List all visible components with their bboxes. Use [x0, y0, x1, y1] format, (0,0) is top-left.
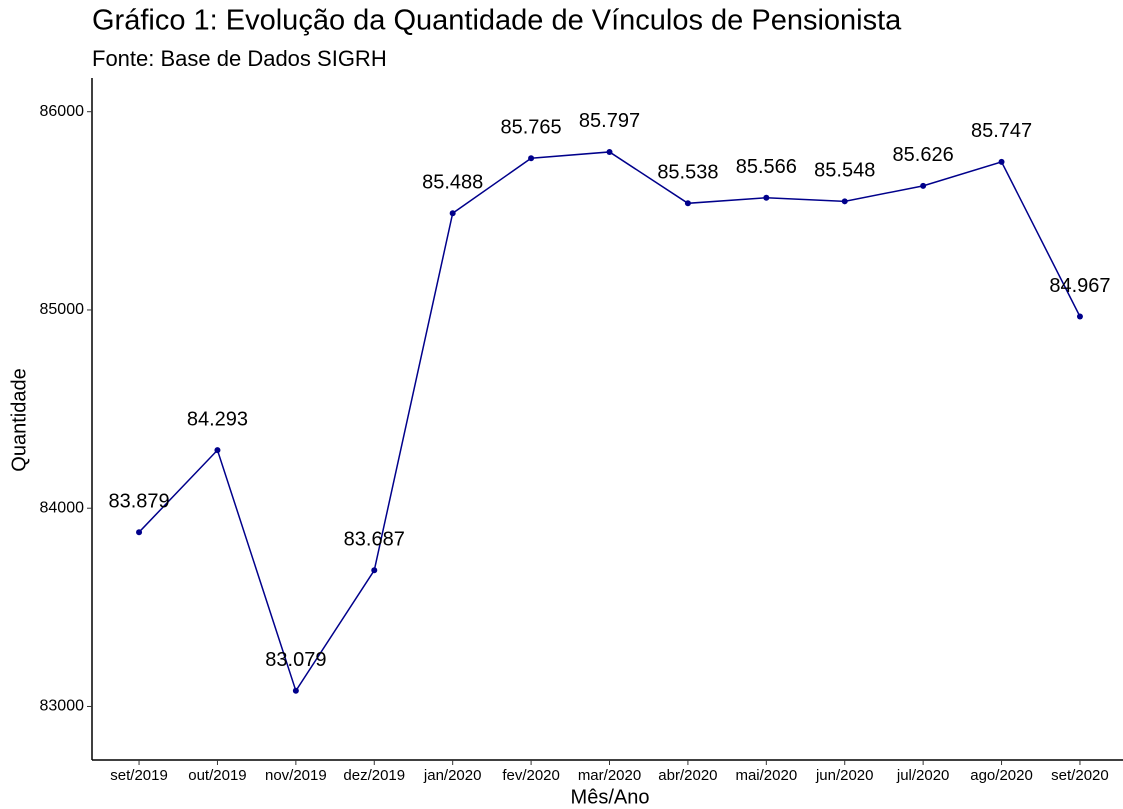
chart-subtitle: Fonte: Base de Dados SIGRH [92, 46, 387, 71]
y-tick-label: 83000 [40, 698, 85, 715]
value-label: 85.797 [579, 110, 640, 132]
point [998, 158, 1005, 165]
value-label: 85.548 [814, 160, 875, 182]
x-tick-label: ago/2020 [970, 767, 1033, 784]
value-label: 83.687 [344, 529, 405, 551]
x-tick-label: mai/2020 [735, 767, 797, 784]
point [371, 567, 378, 574]
point [292, 687, 299, 694]
x-tick-label: jul/2020 [896, 767, 950, 784]
y-axis-title: Quantidade [8, 368, 30, 471]
y-tick-label: 84000 [40, 499, 85, 516]
point [528, 155, 535, 162]
value-label: 83.879 [108, 490, 169, 512]
value-label: 85.488 [422, 171, 483, 193]
point [214, 447, 221, 454]
y-tick-label: 85000 [40, 301, 85, 318]
value-label: 85.566 [736, 156, 797, 178]
x-tick-label: fev/2020 [502, 767, 560, 784]
value-label: 83.079 [265, 649, 326, 671]
x-tick-label: jan/2020 [423, 767, 482, 784]
point [606, 148, 613, 155]
x-axis-title: Mês/Ano [571, 786, 650, 808]
x-tick-label: dez/2019 [343, 767, 405, 784]
point [920, 182, 927, 189]
y-tick-label: 86000 [40, 103, 85, 120]
x-tick-label: mar/2020 [578, 767, 641, 784]
value-label: 85.626 [893, 144, 954, 166]
x-tick-label: set/2020 [1051, 767, 1109, 784]
chart-title: Gráfico 1: Evolução da Quantidade de Vín… [92, 5, 902, 37]
value-label: 84.293 [187, 408, 248, 430]
point [449, 210, 456, 217]
x-tick-label: set/2019 [110, 767, 168, 784]
x-tick-label: jun/2020 [815, 767, 874, 784]
x-tick-label: abr/2020 [658, 767, 717, 784]
value-label: 85.747 [971, 120, 1032, 142]
line [138, 151, 1081, 693]
x-tick-label: nov/2019 [265, 767, 327, 784]
point [684, 200, 691, 207]
point [1076, 313, 1083, 320]
value-label: 85.765 [501, 117, 562, 139]
point [763, 194, 770, 201]
point [841, 198, 848, 205]
value-label: 85.538 [657, 162, 718, 184]
x-tick-label: out/2019 [188, 767, 246, 784]
point [136, 529, 143, 536]
value-label: 84.967 [1049, 275, 1110, 297]
